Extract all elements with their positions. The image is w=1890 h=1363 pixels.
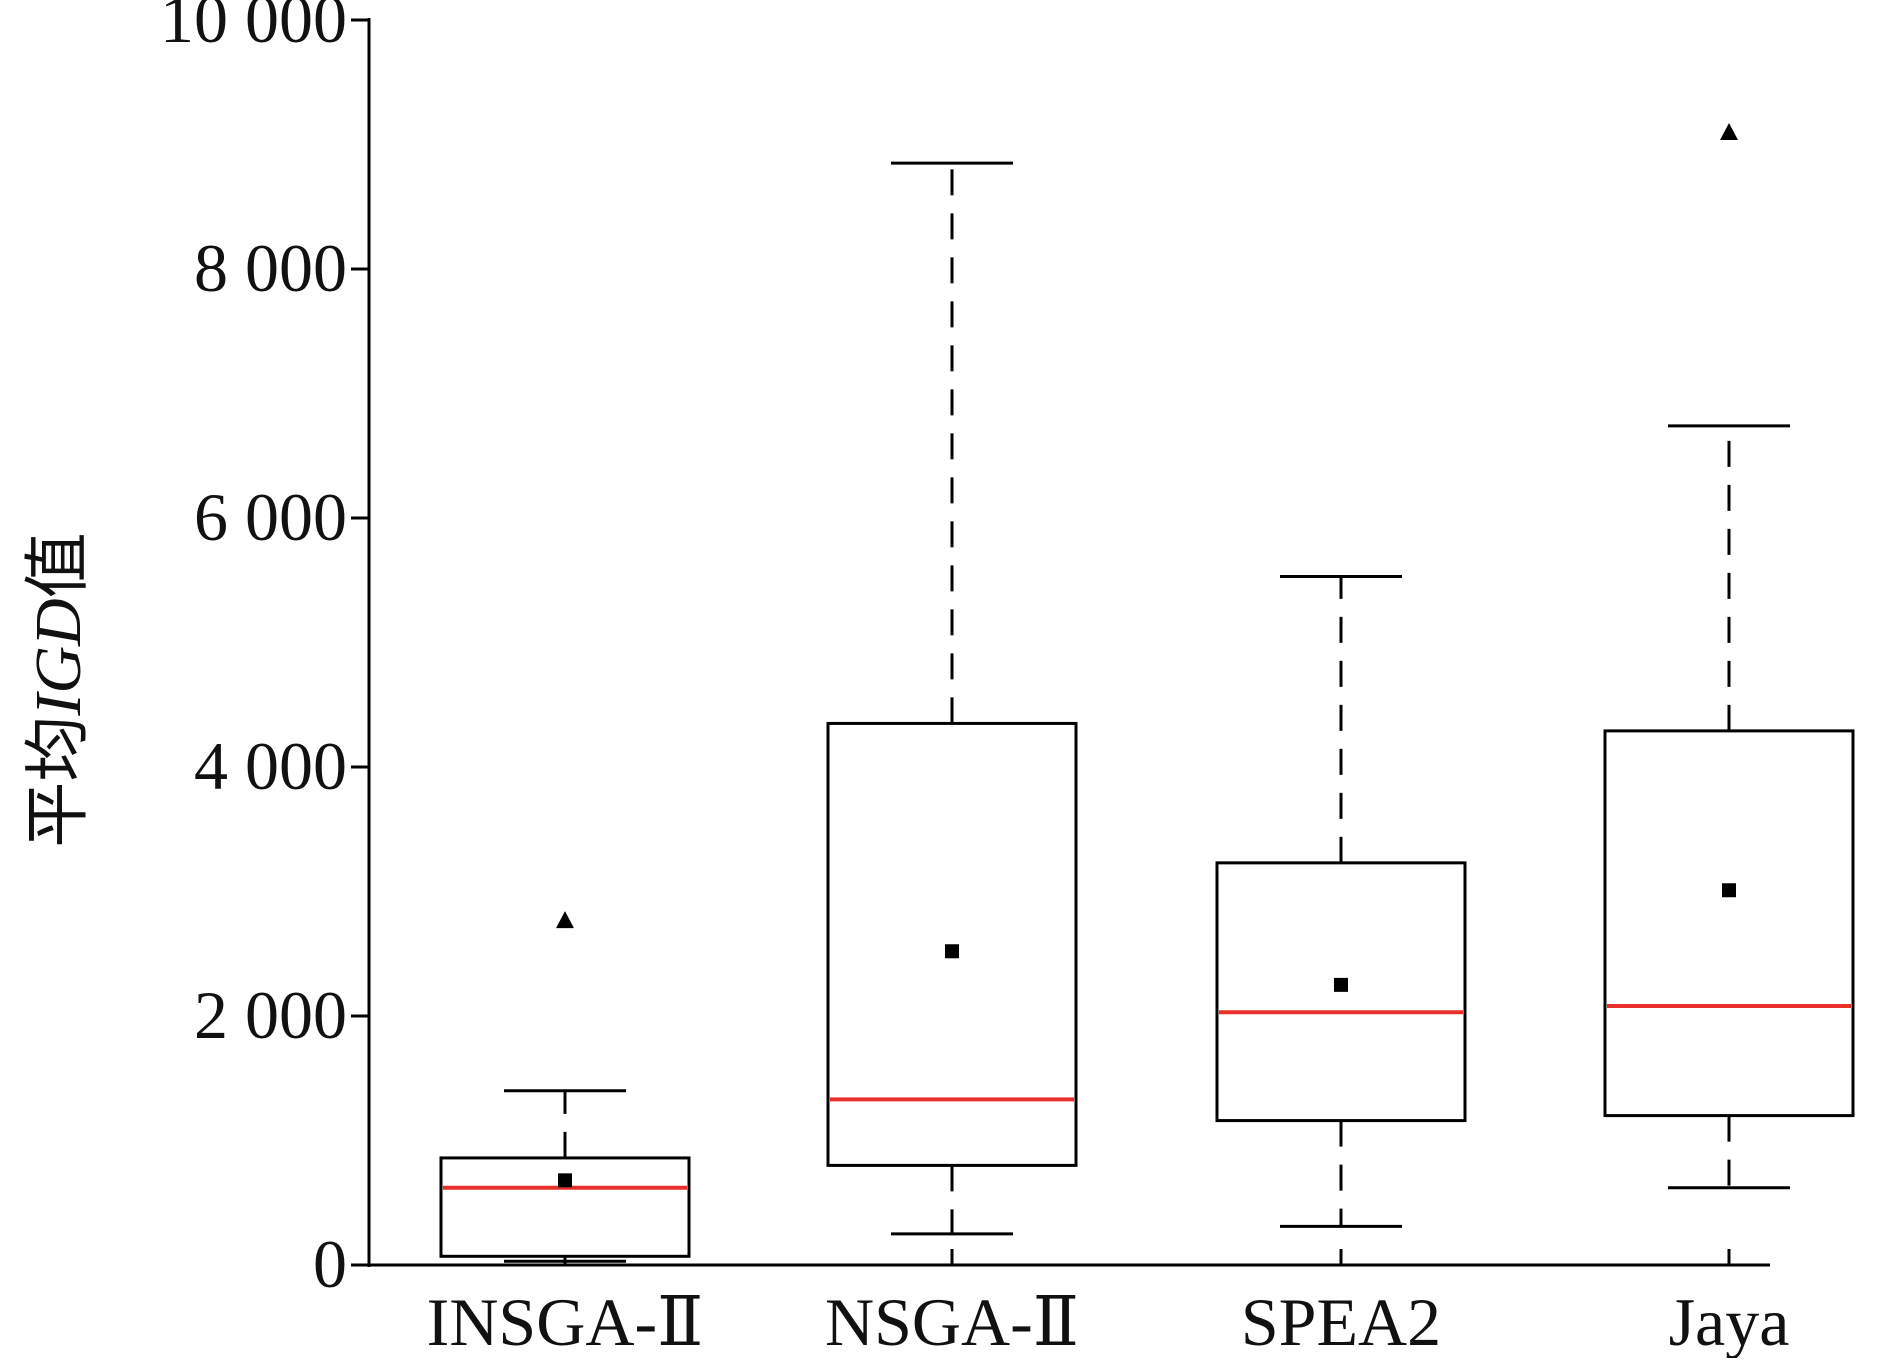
axes <box>351 18 1770 1267</box>
iqr-box <box>1603 729 1855 1118</box>
box-SPEA2 <box>1215 575 1467 1228</box>
mean-marker <box>558 1173 572 1188</box>
mean-marker <box>1334 977 1348 992</box>
y-axis-label: 平均IGD值 <box>22 532 95 847</box>
y-axis-label-italic: IGD <box>22 598 95 716</box>
box-INSGA-Ⅱ <box>439 911 691 1263</box>
box-Jaya <box>1603 123 1855 1190</box>
mean-marker <box>1722 883 1736 898</box>
y-tick-label: 6 000 <box>194 479 347 555</box>
svg-text:平均IGD值: 平均IGD值 <box>22 532 95 847</box>
x-tick-label: Jaya <box>1669 1284 1790 1358</box>
box-NSGA-Ⅱ <box>826 161 1078 1236</box>
y-tick-label: 10 000 <box>160 0 347 57</box>
y-axis-label-post: 值 <box>22 532 95 598</box>
boxes-group <box>439 123 1855 1263</box>
outlier-marker <box>1720 123 1738 141</box>
y-axis-label-pre: 平均 <box>22 716 95 848</box>
x-tick-labels: INSGA-Ⅱ NSGA-Ⅱ SPEA2 Jaya <box>427 1284 1790 1360</box>
y-tick-label: 2 000 <box>194 977 347 1053</box>
x-tick-label: SPEA2 <box>1241 1284 1441 1358</box>
x-tick-label: NSGA-Ⅱ <box>825 1284 1079 1358</box>
iqr-box <box>439 1156 691 1258</box>
x-tick-label: INSGA-Ⅱ <box>427 1284 704 1358</box>
y-tick-label: 4 000 <box>194 728 347 804</box>
y-tick-labels: 0 2 000 4 000 6 000 8 000 10 000 <box>160 0 347 1302</box>
outlier-marker <box>556 911 574 929</box>
y-tick-label: 8 000 <box>194 230 347 306</box>
y-tick-label: 0 <box>313 1226 347 1302</box>
mean-marker <box>945 944 959 959</box>
